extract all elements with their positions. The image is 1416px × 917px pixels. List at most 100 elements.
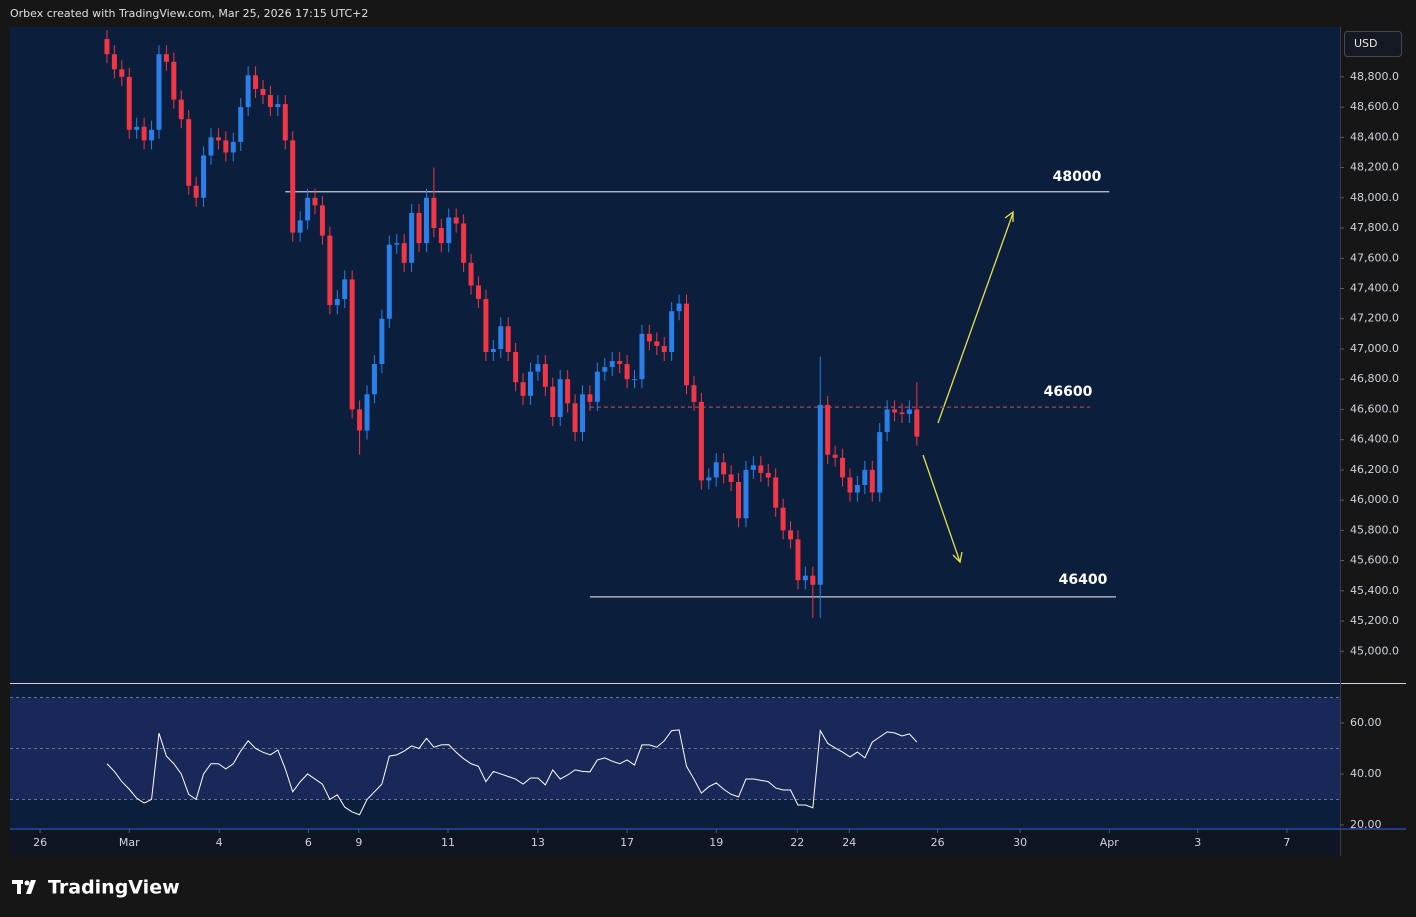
candle-body <box>312 197 318 206</box>
logo-slash <box>26 880 36 894</box>
x-tick-label: Apr <box>1100 836 1120 849</box>
candle-body <box>654 341 660 346</box>
y-tick-label: 48,000.0 <box>1350 191 1399 204</box>
candle-body <box>594 371 600 402</box>
level-label: 48000 <box>1053 169 1102 185</box>
currency-box[interactable] <box>1344 31 1402 57</box>
candle-body <box>104 39 110 55</box>
candle-body <box>490 348 496 352</box>
x-tick-label: 22 <box>790 836 804 849</box>
time-axis <box>10 830 1340 856</box>
candle-body <box>371 364 377 395</box>
candle-body <box>721 462 727 475</box>
arrow-down <box>922 454 961 563</box>
y-tick-label: 47,600.0 <box>1350 251 1399 264</box>
candle-body <box>773 477 779 508</box>
candle-body <box>505 326 511 352</box>
candle-body <box>111 54 117 70</box>
candle-body <box>446 217 452 244</box>
x-tick-label: 24 <box>842 836 856 849</box>
candle-body <box>238 107 244 142</box>
candle-body <box>825 404 831 455</box>
candle-body <box>260 88 266 96</box>
candle-body <box>290 140 296 233</box>
currency: USD <box>1354 37 1378 50</box>
arrow-up <box>937 212 1014 424</box>
candle-body <box>587 394 593 402</box>
x-tick-label: 26 <box>931 836 945 849</box>
candle-body <box>557 379 563 417</box>
y-tick-label: 48,600.0 <box>1350 100 1399 113</box>
candle-body <box>186 119 192 186</box>
y-tick-label: 47,800.0 <box>1350 221 1399 234</box>
candle-body <box>743 469 749 519</box>
candle-body <box>579 394 585 433</box>
y-tick-label: 45,600.0 <box>1350 554 1399 567</box>
candle-body <box>171 61 177 100</box>
candle-body <box>319 205 325 236</box>
x-tick-label: 3 <box>1194 836 1201 849</box>
logo-text: TradingView <box>48 877 180 899</box>
level-label: 46600 <box>1044 384 1093 400</box>
candle-body <box>431 197 437 229</box>
candle-body <box>163 54 169 62</box>
y-tick-label: 48,800.0 <box>1350 70 1399 83</box>
candle-body <box>342 279 348 300</box>
candle-body <box>468 262 474 286</box>
candle-body <box>788 530 794 540</box>
candle-body <box>327 235 333 306</box>
candle-body <box>542 364 548 387</box>
logo-dot <box>24 880 30 886</box>
candle-body <box>550 386 556 417</box>
candle-body <box>750 465 756 470</box>
candle-body <box>535 364 541 372</box>
candle-body <box>156 54 162 130</box>
candle-body <box>676 303 682 312</box>
candle-body <box>141 126 147 141</box>
x-tick-label: 19 <box>709 836 723 849</box>
candle-body <box>661 345 667 352</box>
y-tick-label: 46,200.0 <box>1350 463 1399 476</box>
candle-body <box>914 409 920 437</box>
candle-body <box>215 137 221 141</box>
candle-body <box>765 472 771 478</box>
candle-body <box>297 220 303 233</box>
candle-body <box>134 126 140 130</box>
candle-body <box>884 409 890 433</box>
rsi-y-tick-label: 40.00 <box>1350 767 1382 780</box>
candle-body <box>282 104 288 141</box>
candle-body <box>305 197 311 221</box>
candle-body <box>386 244 392 319</box>
candle-body <box>193 185 199 198</box>
candle-body <box>736 481 742 519</box>
candle-body <box>684 303 690 386</box>
candle-body <box>639 333 645 380</box>
candle-body <box>453 217 459 224</box>
candle-body <box>119 69 125 77</box>
candle-body <box>892 409 898 413</box>
candle-body <box>461 223 467 263</box>
candle-body <box>401 243 407 263</box>
candle-body <box>609 361 615 368</box>
candle-body <box>483 299 489 352</box>
price-pane <box>10 27 1340 683</box>
rsi-y-tick-label: 60.00 <box>1350 716 1382 729</box>
y-tick-label: 47,200.0 <box>1350 312 1399 325</box>
candle-body <box>877 432 883 493</box>
candle-body <box>520 382 526 396</box>
candle-body <box>149 129 155 141</box>
candle-body <box>728 474 734 482</box>
x-tick-label: 13 <box>531 836 545 849</box>
y-tick-label: 46,000.0 <box>1350 493 1399 506</box>
candle-body <box>475 285 481 300</box>
candle-body <box>713 462 719 478</box>
candle-body <box>498 326 504 349</box>
candle-body <box>275 104 281 108</box>
y-tick-label: 45,800.0 <box>1350 523 1399 536</box>
candle-body <box>223 140 229 153</box>
logo-stem <box>17 880 21 894</box>
candle-body <box>245 75 251 108</box>
candle-body <box>379 318 385 365</box>
